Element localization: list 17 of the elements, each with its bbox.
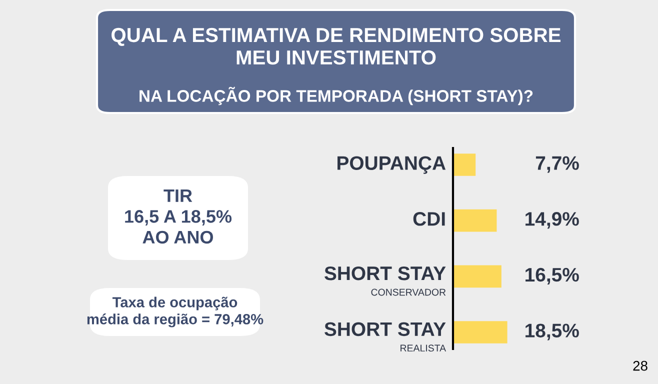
bar [453, 154, 476, 176]
chart-title: QUAL A ESTIMATIVA DE RENDIMENTO SOBRE MEU INVESTIMENTO [112, 28, 560, 65]
bar [453, 265, 502, 288]
y-tick-label: POUPANÇA [338, 156, 446, 174]
chart-subtitle: NA LOCAÇÃO POR TEMPORADA (SHORT STAY)? [140, 86, 533, 106]
text: TIR 16,5 A 18,5% AO ANO [125, 189, 232, 244]
data-label: 14,9% [526, 212, 579, 229]
data-label: 7,7% [536, 156, 579, 173]
data-label: 16,5% [526, 268, 579, 284]
text: 28 [633, 360, 648, 371]
y-tick-label: SHORT STAY CONSERVADOR [324, 266, 446, 296]
bar [453, 321, 508, 344]
y-tick-label: CDI [413, 212, 445, 226]
text: Taxa de ocupação média da região = 79,48% [87, 296, 264, 328]
data-label: 18,5% [526, 324, 579, 340]
bar [453, 209, 497, 232]
y-tick-label: SHORT STAY REALISTA [324, 322, 446, 352]
